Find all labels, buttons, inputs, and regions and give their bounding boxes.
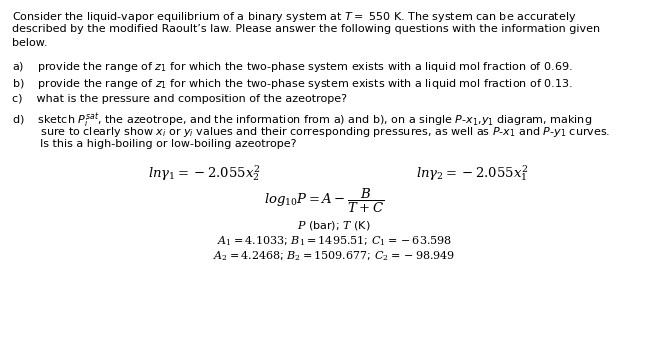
Text: $A_2 = 4.2468$; $B_2 = 1509.677$; $C_2 = -98.949$: $A_2 = 4.2468$; $B_2 = 1509.677$; $C_2 =… xyxy=(213,249,455,263)
Text: $log_{10}P = A - \dfrac{B}{T+C}$: $log_{10}P = A - \dfrac{B}{T+C}$ xyxy=(264,187,384,215)
Text: a)    provide the range of $z_1$ for which the two-phase system exists with a li: a) provide the range of $z_1$ for which … xyxy=(12,60,572,74)
Text: $ln\gamma_2 = -2.055x_1^2$: $ln\gamma_2 = -2.055x_1^2$ xyxy=(416,163,528,183)
Text: $P$ (bar); $T$ (K): $P$ (bar); $T$ (K) xyxy=(297,219,371,232)
Text: Is this a high-boiling or low-boiling azeotrope?: Is this a high-boiling or low-boiling az… xyxy=(12,139,297,149)
Text: c)    what is the pressure and composition of the azeotrope?: c) what is the pressure and composition … xyxy=(12,94,347,104)
Text: below.: below. xyxy=(12,38,47,48)
Text: b)    provide the range of $z_1$ for which the two-phase system exists with a li: b) provide the range of $z_1$ for which … xyxy=(12,77,573,91)
Text: Consider the liquid-vapor equilibrium of a binary system at $T=$ 550 K. The syst: Consider the liquid-vapor equilibrium of… xyxy=(12,10,576,24)
Text: $A_1 = 4.1033$; $B_1 = 1495.51$; $C_1 = -63.598$: $A_1 = 4.1033$; $B_1 = 1495.51$; $C_1 = … xyxy=(216,234,452,248)
Text: sure to clearly show $x_i$ or $y_i$ values and their corresponding pressures, as: sure to clearly show $x_i$ or $y_i$ valu… xyxy=(12,125,611,139)
Text: d)    sketch $P_i^{sat}$, the azeotrope, and the information from a) and b), on : d) sketch $P_i^{sat}$, the azeotrope, an… xyxy=(12,111,592,130)
Text: $ln\gamma_1 = -2.055x_2^2$: $ln\gamma_1 = -2.055x_2^2$ xyxy=(148,163,261,183)
Text: described by the modified Raoult’s law. Please answer the following questions wi: described by the modified Raoult’s law. … xyxy=(12,24,600,34)
